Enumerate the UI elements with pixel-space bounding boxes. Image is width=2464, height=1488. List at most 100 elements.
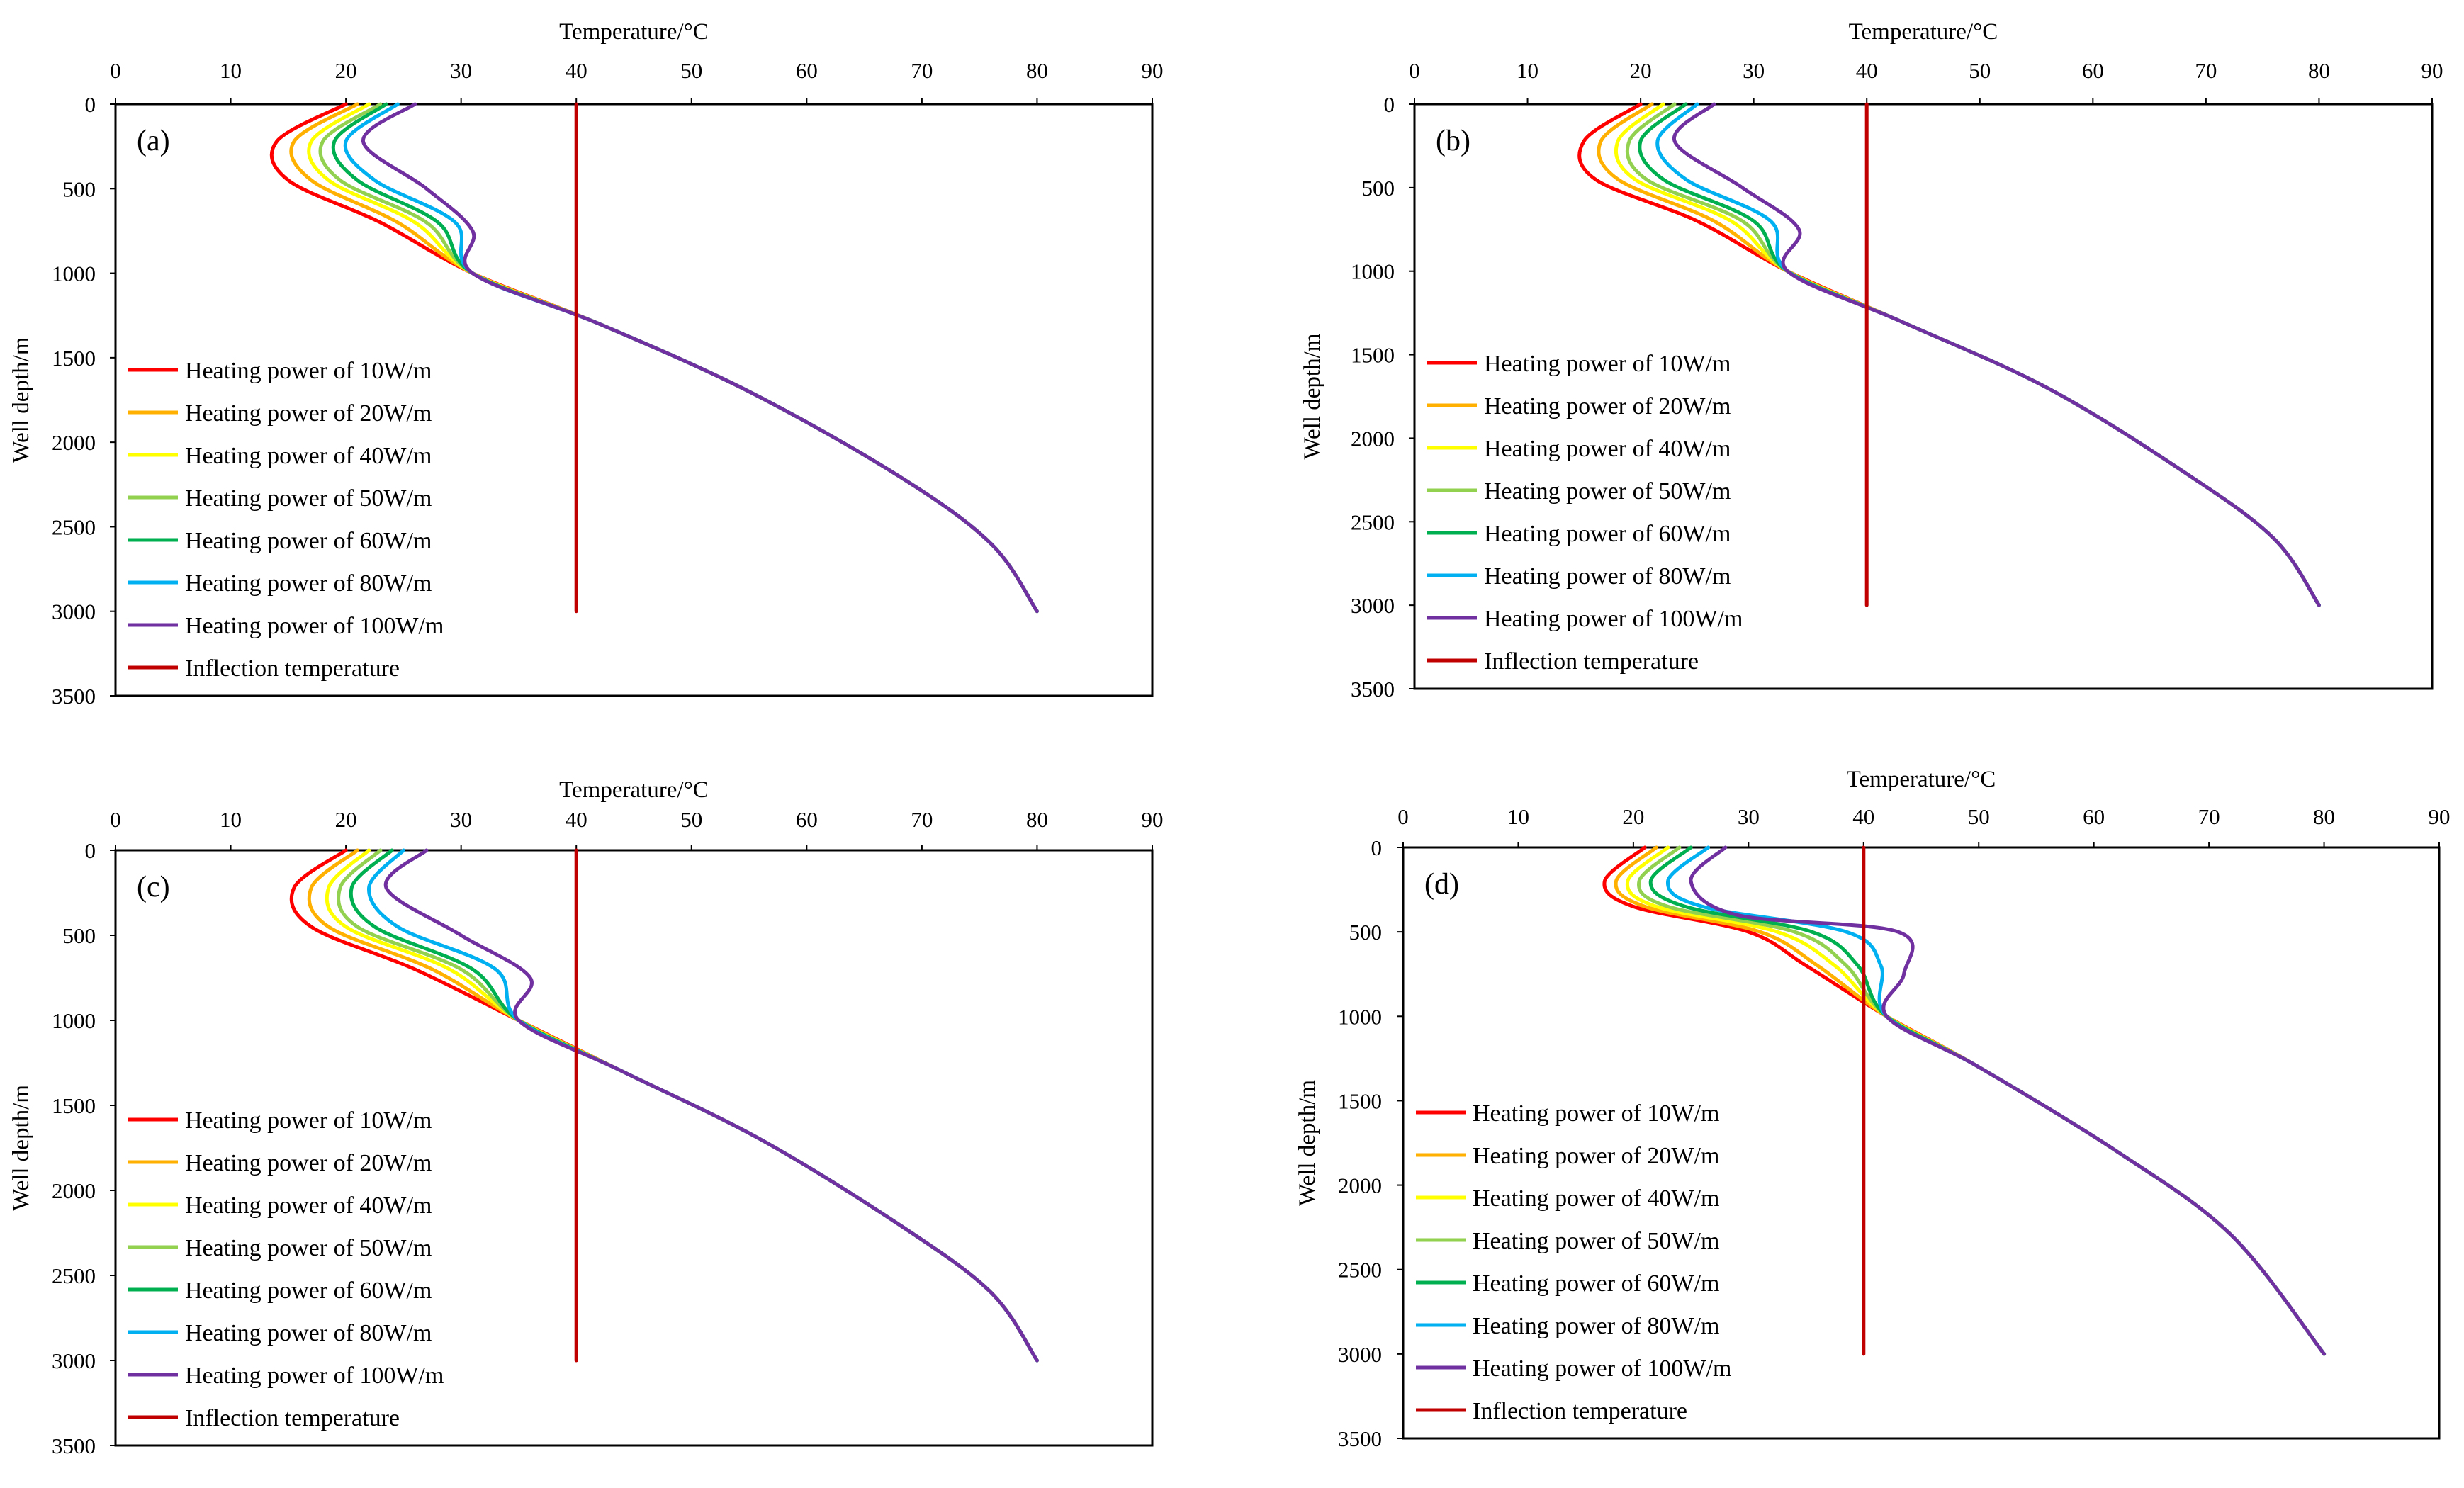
series-line-80 bbox=[343, 102, 1039, 614]
y-tick-label: 500 bbox=[1362, 176, 1395, 201]
panel-label: (a) bbox=[137, 125, 170, 157]
legend-entry: Heating power of 50W/m bbox=[185, 485, 432, 512]
legend-entry: Inflection temperature bbox=[185, 655, 400, 682]
y-tick-label: 0 bbox=[85, 92, 96, 117]
legend-entry: Heating power of 80W/m bbox=[1484, 563, 1731, 590]
x-tick-label: 90 bbox=[1142, 58, 1164, 83]
y-tick-label: 2500 bbox=[1351, 509, 1395, 534]
y-tick-label: 3000 bbox=[1351, 593, 1395, 618]
panel-label: (d) bbox=[1424, 868, 1459, 901]
panel-label: (c) bbox=[137, 871, 170, 903]
legend-entry: Heating power of 40W/m bbox=[1484, 436, 1731, 462]
x-tick-label: 90 bbox=[2421, 58, 2443, 83]
legend-entry: Heating power of 50W/m bbox=[185, 1235, 432, 1261]
legend-entry: Heating power of 40W/m bbox=[185, 1193, 432, 1219]
series-line-40 bbox=[325, 848, 1039, 1363]
x-tick-label: 30 bbox=[450, 807, 472, 832]
y-tick-label: 2500 bbox=[52, 514, 96, 539]
x-axis-title: Temperature/°C bbox=[559, 19, 709, 45]
y-tick-label: 3500 bbox=[52, 684, 96, 709]
y-tick-label: 3000 bbox=[52, 599, 96, 624]
legend-entry: Heating power of 10W/m bbox=[185, 1107, 432, 1134]
x-tick-label: 80 bbox=[1026, 807, 1048, 832]
y-tick-label: 2000 bbox=[1338, 1173, 1382, 1198]
series-line-20 bbox=[1614, 845, 2327, 1356]
legend-entry: Heating power of 80W/m bbox=[1473, 1313, 1719, 1339]
x-axis-title: Temperature/°C bbox=[1849, 19, 1998, 45]
y-tick-label: 500 bbox=[1349, 920, 1383, 945]
x-tick-label: 30 bbox=[1743, 58, 1765, 83]
x-tick-label: 20 bbox=[1622, 804, 1644, 829]
x-tick-label: 50 bbox=[680, 58, 702, 83]
y-tick-label: 3500 bbox=[1338, 1426, 1382, 1451]
y-tick-label: 3000 bbox=[1338, 1342, 1382, 1367]
plot-frame bbox=[1402, 846, 2441, 1440]
plot-frame bbox=[114, 849, 1154, 1447]
panel-label: (b) bbox=[1436, 125, 1470, 157]
legend-entry: Heating power of 10W/m bbox=[1484, 351, 1731, 377]
x-tick-label: 0 bbox=[110, 807, 121, 832]
panel-b: Temperature/°C0 10 20 30 40 50 60 70 80 900500100… bbox=[1300, 19, 2443, 701]
legend-entry: Heating power of 20W/m bbox=[185, 1150, 432, 1176]
x-tick-label: 10 bbox=[1507, 804, 1529, 829]
x-tick-label: 60 bbox=[796, 807, 818, 832]
x-tick-label: 70 bbox=[911, 807, 933, 832]
x-tick-label: 40 bbox=[1856, 58, 1878, 83]
series-line-100 bbox=[383, 848, 1039, 1363]
panel-d: Temperature/°C0 10 20 30 40 50 60 70 80 900500100… bbox=[1295, 767, 2451, 1451]
legend-entry: Heating power of 20W/m bbox=[1484, 393, 1731, 419]
x-axis-title: Temperature/°C bbox=[1847, 767, 1996, 792]
x-tick-label: 40 bbox=[1852, 804, 1874, 829]
x-tick-label: 10 bbox=[220, 58, 242, 83]
y-tick-label: 500 bbox=[63, 923, 96, 948]
y-axis-title: Well depth/m bbox=[1295, 1080, 1320, 1206]
y-tick-label: 500 bbox=[63, 176, 96, 201]
legend-entry: Heating power of 40W/m bbox=[1473, 1185, 1719, 1212]
legend-entry: Heating power of 100W/m bbox=[185, 613, 444, 639]
x-tick-label: 80 bbox=[1026, 58, 1048, 83]
x-tick-label: 60 bbox=[2083, 804, 2105, 829]
y-tick-label: 0 bbox=[85, 838, 96, 863]
y-tick-label: 1000 bbox=[1338, 1004, 1382, 1029]
legend-entry: Heating power of 20W/m bbox=[185, 400, 432, 427]
y-tick-label: 1500 bbox=[52, 346, 96, 371]
legend-entry: Heating power of 20W/m bbox=[1473, 1143, 1719, 1169]
y-tick-label: 3000 bbox=[52, 1348, 96, 1373]
x-tick-label: 0 bbox=[1397, 804, 1409, 829]
x-tick-label: 40 bbox=[566, 58, 587, 83]
series-line-100 bbox=[1672, 102, 2321, 607]
series-line-40 bbox=[1625, 845, 2327, 1356]
legend-entry: Heating power of 50W/m bbox=[1473, 1228, 1719, 1254]
x-tick-label: 80 bbox=[2308, 58, 2330, 83]
panel-c: Temperature/°C0 10 20 30 40 50 60 70 80 900500100… bbox=[9, 777, 1164, 1458]
series-line-80 bbox=[1655, 102, 2321, 607]
x-tick-label: 70 bbox=[911, 58, 933, 83]
series-line-80 bbox=[367, 848, 1039, 1363]
y-tick-label: 1000 bbox=[1351, 259, 1395, 284]
x-tick-label: 70 bbox=[2198, 804, 2220, 829]
y-tick-label: 2000 bbox=[52, 430, 96, 455]
x-tick-label: 0 bbox=[1409, 58, 1420, 83]
legend-entry: Heating power of 60W/m bbox=[1473, 1270, 1719, 1297]
x-tick-label: 10 bbox=[1517, 58, 1538, 83]
legend-entry: Heating power of 100W/m bbox=[1484, 606, 1743, 632]
y-tick-label: 1000 bbox=[52, 261, 96, 286]
x-tick-label: 60 bbox=[2082, 58, 2104, 83]
y-tick-label: 2500 bbox=[52, 1263, 96, 1288]
x-tick-label: 50 bbox=[680, 807, 702, 832]
panel-a: Temperature/°C0 10 20 30 40 50 60 70 80 900500100… bbox=[9, 19, 1164, 709]
y-tick-label: 3500 bbox=[1351, 677, 1395, 701]
legend-entry: Inflection temperature bbox=[185, 1405, 400, 1431]
x-tick-label: 30 bbox=[1738, 804, 1760, 829]
y-tick-label: 2000 bbox=[52, 1178, 96, 1203]
x-tick-label: 20 bbox=[335, 807, 357, 832]
x-tick-label: 50 bbox=[1969, 58, 1991, 83]
legend-entry: Heating power of 100W/m bbox=[185, 1363, 444, 1389]
plot-frame bbox=[1413, 103, 2434, 690]
x-tick-label: 0 bbox=[110, 58, 121, 83]
x-tick-label: 70 bbox=[2195, 58, 2217, 83]
legend-entry: Heating power of 50W/m bbox=[1484, 478, 1731, 505]
y-tick-label: 1500 bbox=[1338, 1088, 1382, 1113]
